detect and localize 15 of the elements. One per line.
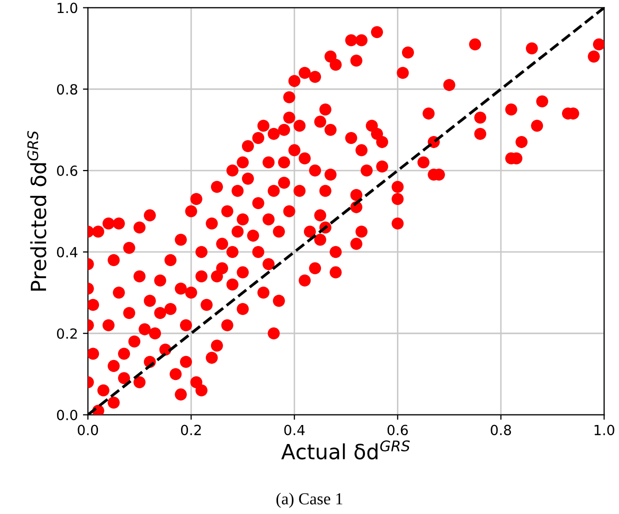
x-tick-label: 0.6 xyxy=(388,424,408,436)
y-tick-label: 0.6 xyxy=(57,166,78,176)
y-axis-title: Predicted δd$^{GRS}$ xyxy=(27,130,46,291)
y-tick-label: 1.0 xyxy=(58,2,78,14)
x-tick-label: 1.0 xyxy=(594,424,614,436)
y-tick-label: 0.0 xyxy=(57,410,78,420)
x-tick-label: 0.2 xyxy=(181,424,201,436)
x-axis-title: Actual δd$^{GRS}$ xyxy=(281,440,410,460)
y-tick-label: 0.8 xyxy=(57,84,78,95)
y-tick-label: 0.2 xyxy=(57,328,77,339)
text: (a) Case 1 xyxy=(276,492,342,508)
y-tick-label: 0.4 xyxy=(57,246,78,258)
x-tick-label: 0.0 xyxy=(78,424,98,436)
x-tick-label: 0.8 xyxy=(490,424,511,436)
x-tick-label: 0.4 xyxy=(284,424,305,436)
